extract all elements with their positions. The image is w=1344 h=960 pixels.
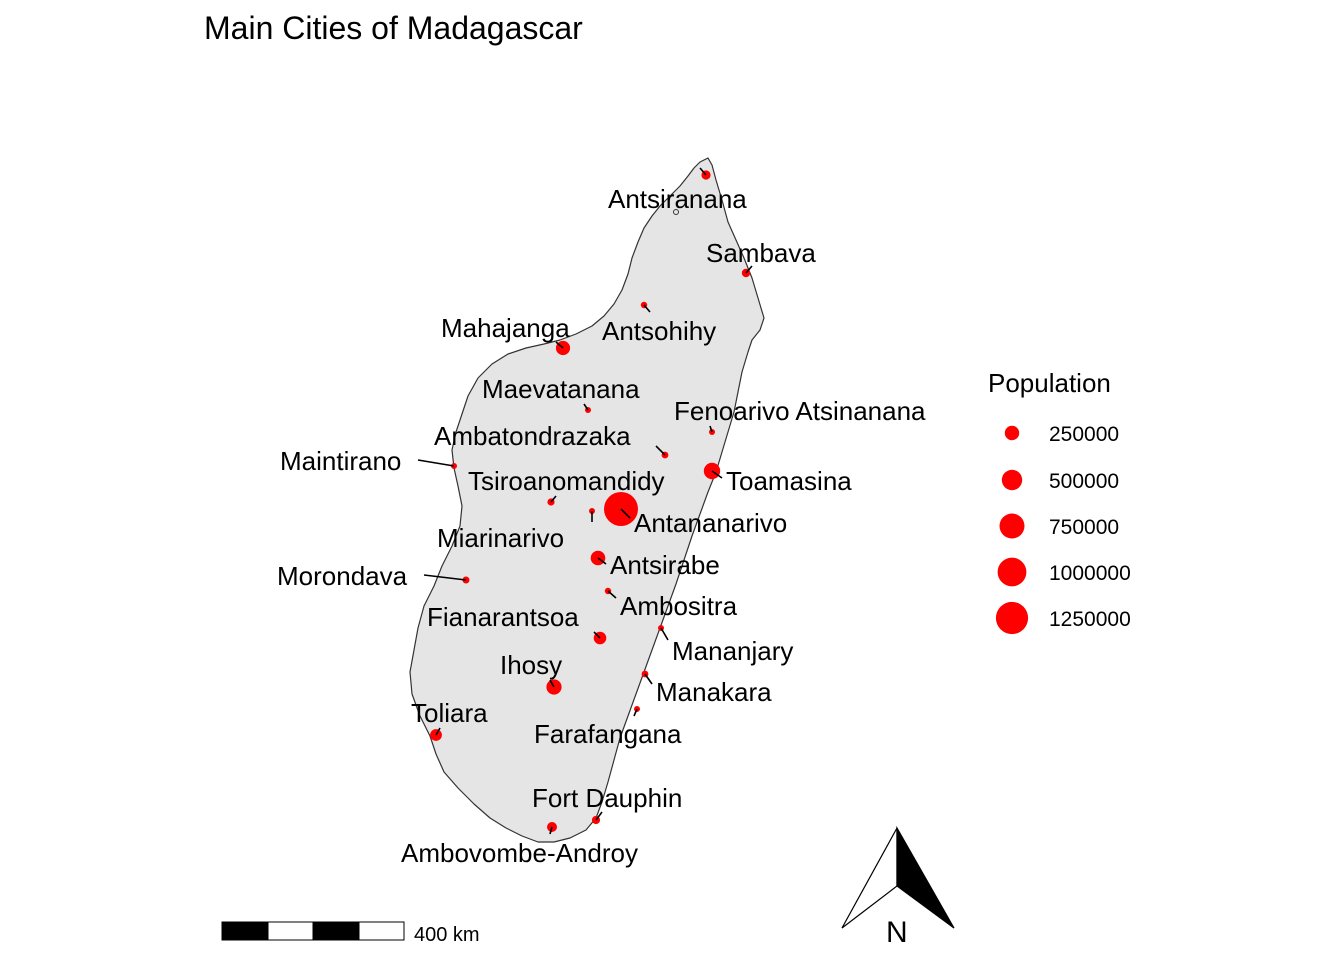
city-ambositra: Ambositra xyxy=(604,587,738,621)
city-leader-line xyxy=(711,470,723,479)
city-leader-line xyxy=(549,679,555,688)
north-arrow-label: N xyxy=(886,916,908,949)
legend-entry: 500000 xyxy=(1001,469,1119,493)
city-leader-line xyxy=(423,574,467,581)
scale-bar: 400 km xyxy=(221,921,480,946)
city-label: Maevatanana xyxy=(482,374,640,404)
city-leader-line xyxy=(699,167,707,176)
city-label: Fenoarivo Atsinanana xyxy=(674,396,926,426)
city-label: Tsiroanomandidy xyxy=(468,466,665,496)
legend-entry: 1000000 xyxy=(997,557,1131,587)
city-leader-line xyxy=(595,811,603,821)
city-farafangana: Farafangana xyxy=(534,706,682,749)
city-leader-line xyxy=(655,445,666,456)
city-sambava: Sambava xyxy=(706,238,816,278)
legend-label: 1250000 xyxy=(1049,608,1131,631)
city-leader-line xyxy=(633,708,638,717)
city-antsiranana: Antsiranana xyxy=(608,167,747,214)
city-label: Antsiranana xyxy=(608,184,747,214)
city-leader-line xyxy=(555,341,564,349)
city-fianarantsoa: Fianarantsoa xyxy=(427,602,607,645)
city-leader-line xyxy=(549,826,553,835)
legend-entries: 250000 500000 750000 1000000 1250000 xyxy=(995,423,1131,635)
legend-entry: 750000 xyxy=(999,513,1119,539)
city-leader-line xyxy=(593,631,601,639)
city-leader-line xyxy=(620,508,631,519)
city-leader-line xyxy=(709,425,713,433)
city-antsirabe: Antsirabe xyxy=(590,550,720,580)
city-maintirano: Maintirano xyxy=(280,446,457,476)
city-leader-line xyxy=(550,495,557,503)
population-legend: Population 250000 500000 750000 1000000 1250… xyxy=(988,368,1131,635)
city-morondava: Morondava xyxy=(277,561,470,591)
city-leader-line xyxy=(644,673,653,685)
city-leader-line xyxy=(417,459,455,467)
city-label: Antananarivo xyxy=(634,508,787,538)
legend-title: Population xyxy=(988,368,1111,398)
city-mahajanga: Mahajanga xyxy=(441,313,570,356)
city-label: Ambositra xyxy=(620,591,738,621)
city-label: Fort Dauphin xyxy=(532,783,682,813)
city-ambatondrazaka: Ambatondrazaka xyxy=(434,421,669,459)
city-label: Maintirano xyxy=(280,446,401,476)
legend-entry: 1250000 xyxy=(995,601,1131,635)
legend-symbol xyxy=(999,513,1025,539)
city-leader-line xyxy=(643,304,651,313)
city-manakara: Manakara xyxy=(641,670,772,707)
city-label: Mananjary xyxy=(672,636,793,666)
legend-symbol xyxy=(997,557,1027,587)
city-fenoarivo-atsinanana: Fenoarivo Atsinanana xyxy=(674,396,926,435)
scale-bar-label: 400 km xyxy=(414,924,480,946)
city-label: Antsirabe xyxy=(610,550,720,580)
north-arrow-icon: N xyxy=(841,825,955,949)
city-label: Toamasina xyxy=(726,466,852,496)
city-toamasina: Toamasina xyxy=(703,462,852,496)
city-label: Toliara xyxy=(411,698,488,728)
city-label: Farafangana xyxy=(534,719,682,749)
legend-label: 500000 xyxy=(1049,470,1119,493)
madagascar-landmass xyxy=(409,157,765,843)
legend-symbol xyxy=(1004,425,1020,441)
city-label: Antsohihy xyxy=(602,316,716,346)
city-label: Miarinarivo xyxy=(437,523,564,553)
legend-entry: 250000 xyxy=(1004,423,1119,446)
city-ambovombe-androy: Ambovombe-Androy xyxy=(401,822,638,868)
legend-label: 750000 xyxy=(1049,516,1119,539)
city-antananarivo: Antananarivo xyxy=(604,492,787,538)
city-leader-line xyxy=(583,403,589,411)
legend-label: 250000 xyxy=(1049,423,1119,446)
city-fort-dauphin: Fort Dauphin xyxy=(532,783,682,825)
map-title: Main Cities of Madagascar xyxy=(204,10,583,46)
city-mananjary: Mananjary xyxy=(658,625,793,666)
city-label: Mahajanga xyxy=(441,313,570,343)
legend-symbol xyxy=(1001,469,1023,491)
city-leader-line xyxy=(745,265,753,274)
city-leader-line xyxy=(597,557,607,565)
city-leader-line xyxy=(607,590,617,599)
city-label: Fianarantsoa xyxy=(427,602,579,632)
city-leader-line xyxy=(660,627,669,641)
city-label: Ambatondrazaka xyxy=(434,421,631,451)
city-leader-line xyxy=(435,727,441,736)
city-tsiroanomandidy: Tsiroanomandidy xyxy=(468,466,665,506)
city-label: Manakara xyxy=(656,677,772,707)
city-ihosy: Ihosy xyxy=(500,650,562,695)
city-label: Morondava xyxy=(277,561,408,591)
city-antsohihy: Antsohihy xyxy=(602,301,716,346)
city-toliara: Toliara xyxy=(411,698,488,741)
city-miarinarivo: Miarinarivo xyxy=(437,508,595,553)
city-maevatanana: Maevatanana xyxy=(482,374,640,413)
legend-label: 1000000 xyxy=(1049,562,1131,585)
city-label: Ambovombe-Androy xyxy=(401,838,638,868)
nosy-be-islet xyxy=(673,209,679,215)
cities-layer: Antsiranana Sambava Antsohihy Mahajanga Maev… xyxy=(277,167,926,868)
legend-symbol xyxy=(995,601,1029,635)
city-label: Sambava xyxy=(706,238,816,268)
city-label: Ihosy xyxy=(500,650,562,680)
